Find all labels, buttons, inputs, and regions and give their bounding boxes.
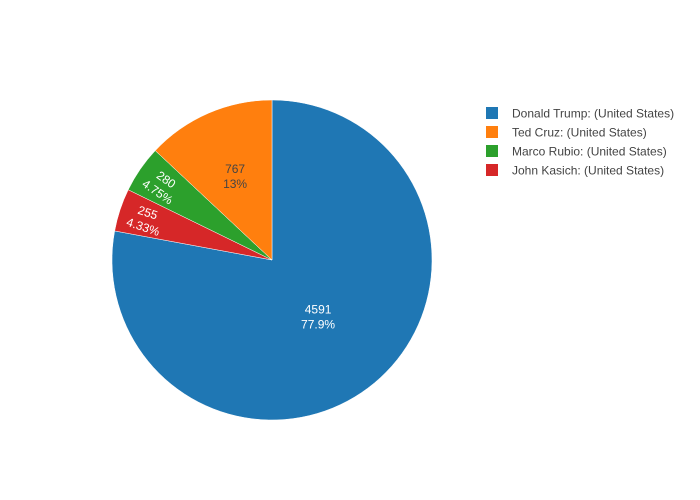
legend-item-ted-cruz-united-states[interactable]: Ted Cruz: (United States) xyxy=(486,126,647,140)
legend-label: Marco Rubio: (United States) xyxy=(512,145,667,159)
pie-value-label: 4591 xyxy=(305,302,332,316)
pie-percent-label: 77.9% xyxy=(301,317,335,331)
legend-item-john-kasich-united-states[interactable]: John Kasich: (United States) xyxy=(486,164,664,178)
pie-value-label: 767 xyxy=(225,162,245,176)
legend-label: Donald Trump: (United States) xyxy=(512,107,674,121)
legend-label: Ted Cruz: (United States) xyxy=(512,126,647,140)
legend[interactable]: Donald Trump: (United States) Ted Cruz: (… xyxy=(486,107,674,178)
legend-item-marco-rubio-united-states[interactable]: Marco Rubio: (United States) xyxy=(486,145,667,159)
legend-swatch xyxy=(486,107,498,119)
legend-item-donald-trump-united-states[interactable]: Donald Trump: (United States) xyxy=(486,107,674,121)
pie-value-label: 255 xyxy=(136,203,160,223)
pie-percent-label: 13% xyxy=(223,177,247,191)
legend-label: John Kasich: (United States) xyxy=(512,164,664,178)
pie-slices xyxy=(111,99,433,421)
legend-swatch xyxy=(486,145,498,157)
legend-swatch xyxy=(486,126,498,138)
pie-slice-ted-cruz-united-states[interactable] xyxy=(154,99,273,261)
legend-swatch xyxy=(486,164,498,176)
